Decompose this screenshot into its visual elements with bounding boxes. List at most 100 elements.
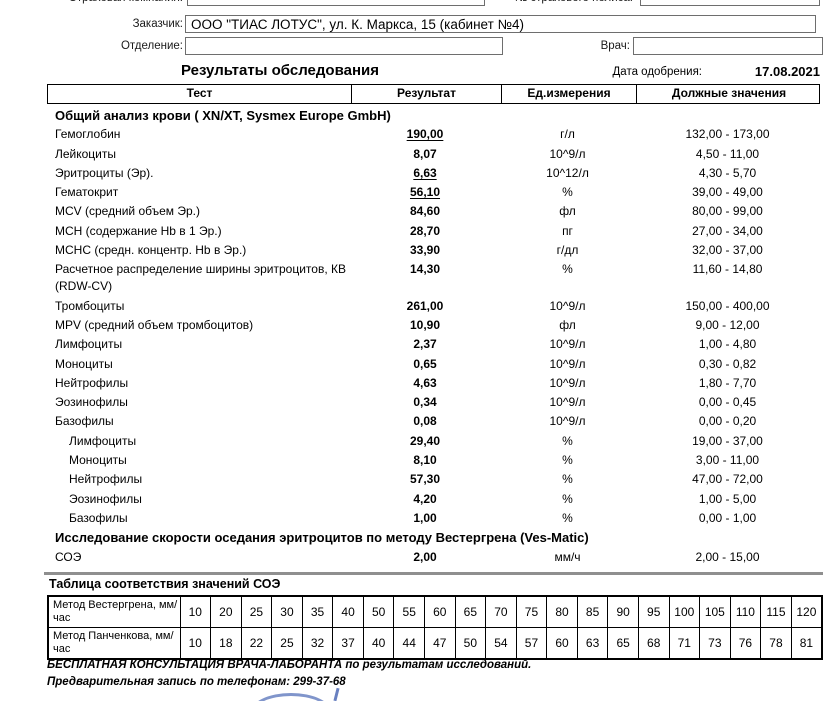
soe-value-cell: 85 [576,595,609,628]
soe-value-cell: 44 [393,627,425,660]
soe-value-cell: 10 [179,595,212,628]
result-row: Нейтрофилы 4,63 10^9/л 1,80 - 7,70 [47,374,820,393]
result-row: Эозинофилы 4,20% 1,00 - 5,00 [47,490,820,509]
stamp-icon [250,693,332,701]
reference-range: 80,00 - 99,00 [692,204,763,219]
soe-value-cell: 90 [607,595,639,628]
result-row: Эритроциты (Эр). 6,63 10^12/л 4,30 - 5,70 [47,164,820,183]
unit: % [562,510,573,525]
result-value: 56,10 [409,185,441,200]
test-name: Эозинофилы [55,395,128,410]
result-row: Нейтрофилы 57,30% 47,00 - 72,00 [47,470,820,489]
soe-value-cell: 25 [271,627,303,660]
test-name: Эритроциты (Эр). [55,165,154,180]
soe-correspondence-table: Метод Вестергрена, мм/час 10 20 25 30 35 40 50 5… [47,595,823,660]
reference-range: 19,00 - 37,00 [692,433,763,448]
unit: фл [559,204,576,219]
reference-range: 132,00 - 173,00 [685,127,770,142]
unit: 10^9/л [549,298,586,313]
result-row: Расчетное распределение ширины эритроцит… [47,260,820,296]
soe-value-cell: 65 [454,595,487,628]
doctor-label: Врач: [600,40,630,52]
department-label: Отделение: [120,40,183,52]
soe-value-cell: 40 [362,627,395,660]
soe-value-cell: 35 [301,595,334,628]
result-value: 2,00 [413,549,437,564]
test-name: Нейтрофилы [55,375,129,390]
customer-label: Заказчик: [132,18,183,30]
reference-range: 11,60 - 14,80 [692,262,763,277]
result-value: 1,00 [413,510,437,525]
soe-value-cell: 54 [485,627,517,660]
soe-value-cell: 65 [607,627,639,660]
unit: г/дл [556,243,579,258]
soe-value-cell: 81 [790,627,823,660]
doctor-field[interactable] [633,37,823,55]
soe-value-cell: 18 [210,627,242,660]
result-value: 261,00 [406,298,444,313]
reference-range: 4,50 - 11,00 [695,146,760,161]
col-header-range: Должные значения [636,85,821,103]
soe-value-cell: 76 [729,627,762,660]
result-row: Лейкоциты 8,07 10^9/л 4,50 - 11,00 [47,145,820,164]
reference-range: 32,00 - 37,00 [692,243,763,258]
soe-value-cell: 110 [729,595,762,628]
result-row: MPV (средний объем тромбоцитов) 10,90 фл 9,… [47,316,820,335]
insurance-company-field[interactable] [187,0,485,6]
soe-table-row: Метод Вестергрена, мм/час 10 20 25 30 35 40 50 5… [47,595,823,628]
result-value: 6,63 [413,165,437,180]
soe-value-cell: 20 [210,595,242,628]
soe-value-cell: 71 [668,627,701,660]
result-value: 190,00 [406,127,444,142]
result-row: MCH (содержание Hb в 1 Эр.) 28,70 пг 27,00 … [47,222,820,241]
test-name: MPV (средний объем тромбоцитов) [55,317,254,332]
result-value: 0,34 [413,395,437,410]
soe-value-cell: 32 [301,627,334,660]
result-value: 4,20 [413,491,437,506]
section-heading: Общий анализ крови ( XN/XT, Sysmex Europ… [55,108,391,123]
test-name: MCV (средний объем Эр.) [55,204,200,219]
unit: % [562,185,573,200]
approval-date-value: 17.08.2021 [754,64,820,79]
reference-range: 1,00 - 5,00 [698,491,757,506]
soe-value-cell: 115 [760,595,792,628]
test-name: Лимфоциты [69,433,137,448]
department-field[interactable] [185,37,503,55]
test-name: Расчетное распределение ширины эритроцит… [55,262,346,294]
insurance-company-label: Страховая компания: [30,0,183,4]
col-header-test: Тест [186,86,213,100]
reference-range: 9,00 - 12,00 [695,317,760,332]
unit: % [562,262,573,277]
result-row: СОЭ 2,00 мм/ч 2,00 - 15,00 [47,548,820,567]
test-name: Базофилы [55,414,114,429]
soe-value-cell: 22 [240,627,273,660]
result-row: Эозинофилы 0,34 10^9/л 0,00 - 0,45 [47,393,820,412]
soe-value-cell: 100 [668,595,701,628]
test-name: Нейтрофилы [69,472,143,487]
soe-value-cell: 70 [485,595,517,628]
test-name: СОЭ [55,549,82,564]
soe-value-cell: 57 [515,627,548,660]
stamp-pen-mark-icon [333,687,340,701]
customer-field[interactable]: ООО "ТИАС ЛОТУС", ул. К. Маркса, 15 (каб… [185,15,816,33]
soe-value-cell: 25 [240,595,273,628]
reference-range: 4,30 - 5,70 [698,165,757,180]
soe-value-cell: 40 [332,595,364,628]
policy-number-field[interactable] [640,0,820,6]
reference-range: 27,00 - 34,00 [692,223,763,238]
reference-range: 0,00 - 0,20 [698,414,757,429]
soe-value-cell: 105 [699,595,731,628]
result-value: 0,08 [413,414,437,429]
results-table: Тест Результат Ед.измерения Должные знач… [47,84,820,567]
col-header-result: Результат [351,85,501,103]
results-table-body: Общий анализ крови ( XN/XT, Sysmex Europ… [47,104,820,567]
department-value [186,38,502,39]
unit: г/л [560,127,575,142]
result-row: Тромбоциты 261,00 10^9/л 150,00 - 400,00 [47,297,820,316]
approval-date-label: Дата одобрения: [612,66,702,78]
doctor-value [634,38,822,39]
result-value: 57,30 [409,472,441,487]
test-name: Гематокрит [55,185,119,200]
result-value: 28,70 [409,223,441,238]
